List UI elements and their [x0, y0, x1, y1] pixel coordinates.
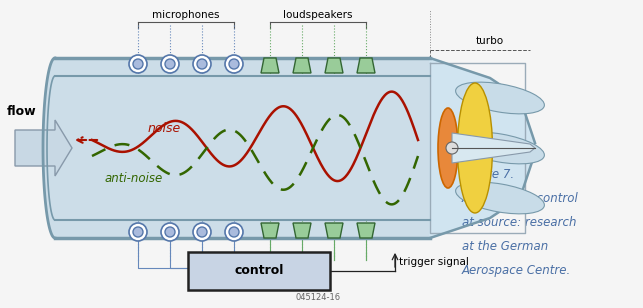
Polygon shape — [325, 58, 343, 73]
Ellipse shape — [456, 182, 545, 214]
Circle shape — [197, 59, 207, 69]
Circle shape — [133, 59, 143, 69]
Text: Figure 7.: Figure 7. — [462, 168, 514, 181]
Circle shape — [161, 223, 179, 241]
Circle shape — [161, 55, 179, 73]
Circle shape — [133, 227, 143, 237]
Polygon shape — [15, 120, 72, 176]
Polygon shape — [325, 223, 343, 238]
Text: microphones: microphones — [152, 10, 220, 20]
Circle shape — [193, 223, 211, 241]
Ellipse shape — [456, 132, 545, 164]
Polygon shape — [261, 223, 279, 238]
Polygon shape — [293, 223, 311, 238]
Circle shape — [129, 223, 147, 241]
Ellipse shape — [458, 83, 493, 213]
Circle shape — [165, 59, 175, 69]
Text: at source: research: at source: research — [462, 216, 577, 229]
Text: turbo: turbo — [476, 36, 504, 46]
Text: anti-noise: anti-noise — [105, 172, 163, 184]
Text: Aerospace Centre.: Aerospace Centre. — [462, 264, 571, 277]
Ellipse shape — [438, 108, 458, 188]
Polygon shape — [452, 133, 535, 163]
Circle shape — [197, 227, 207, 237]
Ellipse shape — [456, 82, 545, 114]
Circle shape — [165, 227, 175, 237]
Text: Active noise control: Active noise control — [462, 192, 579, 205]
Text: control: control — [234, 265, 284, 278]
Circle shape — [446, 142, 458, 154]
Circle shape — [193, 55, 211, 73]
Polygon shape — [357, 58, 375, 73]
Polygon shape — [43, 58, 55, 238]
Text: noise: noise — [148, 121, 181, 135]
Polygon shape — [357, 223, 375, 238]
Text: 045124-16: 045124-16 — [295, 293, 341, 302]
Text: at the German: at the German — [462, 240, 548, 253]
Text: loudspeakers: loudspeakers — [284, 10, 353, 20]
Circle shape — [129, 55, 147, 73]
Text: trigger signal: trigger signal — [399, 257, 469, 267]
Circle shape — [229, 59, 239, 69]
Text: flow: flow — [7, 105, 37, 118]
Bar — [55, 58, 430, 238]
Circle shape — [229, 227, 239, 237]
Polygon shape — [430, 58, 535, 238]
Circle shape — [225, 223, 243, 241]
Bar — [188, 252, 330, 290]
Circle shape — [225, 55, 243, 73]
Polygon shape — [261, 58, 279, 73]
Polygon shape — [293, 58, 311, 73]
